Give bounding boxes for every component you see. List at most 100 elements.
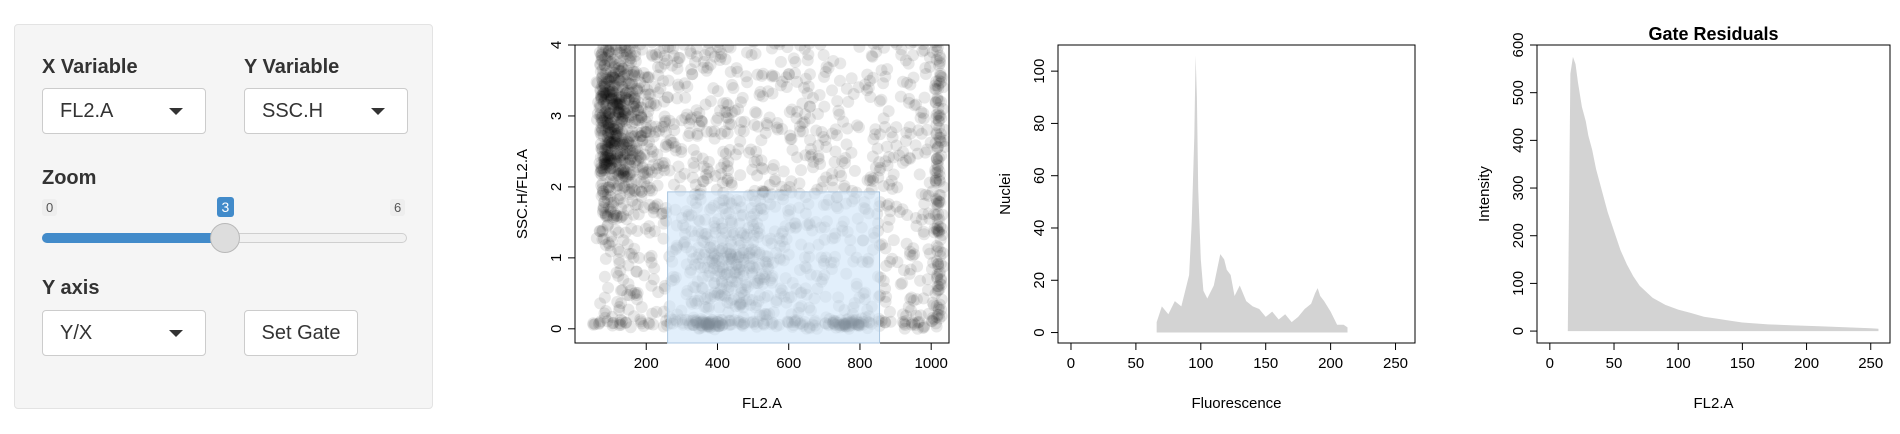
scatter-point xyxy=(668,124,681,137)
scatter-point xyxy=(710,114,723,127)
scatter-point xyxy=(790,112,803,125)
scatter-point xyxy=(604,149,617,162)
scatter-point xyxy=(783,68,796,81)
scatter-point xyxy=(714,104,727,117)
scatter-point xyxy=(599,252,612,265)
scatter-point xyxy=(669,144,682,157)
scatter-point xyxy=(608,73,621,86)
scatter-point xyxy=(602,121,615,134)
scatter-point xyxy=(627,45,639,50)
scatter-point xyxy=(675,145,688,158)
scatter-point xyxy=(924,60,937,73)
scatter-point xyxy=(930,194,943,207)
scatter-point xyxy=(600,28,612,40)
y-variable-select[interactable]: SSC.H xyxy=(244,88,408,134)
scatter-point xyxy=(595,93,608,106)
scatter-point xyxy=(629,49,642,62)
scatter-point xyxy=(793,125,806,138)
scatter-point xyxy=(663,114,676,127)
scatter-point xyxy=(749,106,762,119)
scatter-point xyxy=(818,100,831,113)
scatter-point xyxy=(678,77,691,90)
x-variable-select[interactable]: FL2.A xyxy=(42,88,206,134)
set-gate-button[interactable]: Set Gate xyxy=(244,310,358,356)
y-tick-label: 400 xyxy=(1510,128,1527,153)
scatter-point xyxy=(929,174,942,187)
scatter-point xyxy=(906,45,910,46)
scatter-point xyxy=(598,168,611,181)
scatter-point xyxy=(657,160,670,173)
scatter-point xyxy=(600,45,613,56)
scatter-point xyxy=(915,127,928,140)
scatter-point xyxy=(665,136,678,149)
scatter-point xyxy=(612,269,625,282)
scatter-point xyxy=(751,169,764,182)
scatter-point xyxy=(641,83,654,96)
scatter-point xyxy=(619,165,632,178)
scatter-point xyxy=(651,167,664,180)
scatter-point xyxy=(826,181,839,194)
scatter-point xyxy=(603,107,616,120)
scatter-point xyxy=(786,144,799,157)
scatter-point xyxy=(612,105,625,118)
scatter-point xyxy=(883,213,896,226)
scatter-point xyxy=(598,195,611,208)
scatter-point xyxy=(587,318,600,331)
scatter-point xyxy=(910,309,923,322)
scatter-point xyxy=(597,150,610,163)
scatter-point xyxy=(658,57,671,70)
scatter-point xyxy=(597,96,610,109)
scatter-point xyxy=(884,255,897,268)
scatter-point xyxy=(699,98,712,111)
scatter-point xyxy=(657,320,670,333)
y-axis-value: Y/X xyxy=(60,322,93,344)
scatter-point xyxy=(660,138,673,151)
scatter-point xyxy=(606,93,619,106)
scatter-point xyxy=(598,164,611,177)
scatter-point xyxy=(934,196,947,209)
x-tick-label: 200 xyxy=(1318,355,1343,372)
scatter-point xyxy=(609,45,622,52)
scatter-point xyxy=(930,128,943,141)
scatter-point xyxy=(929,112,942,125)
scatter-point xyxy=(645,279,658,292)
scatter-point xyxy=(600,148,613,161)
scatter-point xyxy=(688,161,701,174)
scatter-point xyxy=(938,123,949,136)
scatter-point xyxy=(637,80,650,93)
scatter-point xyxy=(918,91,931,104)
scatter-point xyxy=(590,232,603,245)
scatter-point xyxy=(721,174,734,187)
scatter-point xyxy=(600,98,613,111)
scatter-point xyxy=(686,68,699,81)
scatter-point xyxy=(601,188,614,201)
scatter-point xyxy=(891,181,904,194)
scatter-point xyxy=(596,177,609,190)
scatter-point xyxy=(593,46,606,59)
y-tick-label: 0 xyxy=(1510,327,1527,335)
zoom-slider-handle[interactable] xyxy=(209,223,240,253)
scatter-point xyxy=(593,316,606,329)
scatter-point xyxy=(624,106,637,119)
scatter-point xyxy=(672,81,685,94)
scatter-point xyxy=(736,91,749,104)
scatter-point xyxy=(652,158,665,171)
scatter-point xyxy=(606,319,619,332)
y-axis-select[interactable]: Y/X xyxy=(42,310,206,356)
scatter-point xyxy=(606,98,619,111)
scatter-point xyxy=(674,171,687,184)
scatter-point xyxy=(687,156,700,169)
scatter-point xyxy=(602,45,615,57)
scatter-point xyxy=(625,49,638,62)
scatter-point xyxy=(626,144,639,157)
scatter-point xyxy=(908,319,921,332)
scatter-point xyxy=(798,81,811,94)
scatter-point xyxy=(598,153,611,166)
scatter-point xyxy=(626,78,639,91)
scatter-point xyxy=(911,147,924,160)
scatter-point xyxy=(616,165,629,178)
scatter-point xyxy=(933,312,946,325)
scatter-point xyxy=(598,157,611,170)
scatter-point xyxy=(599,123,612,136)
scatter-point xyxy=(609,45,622,56)
